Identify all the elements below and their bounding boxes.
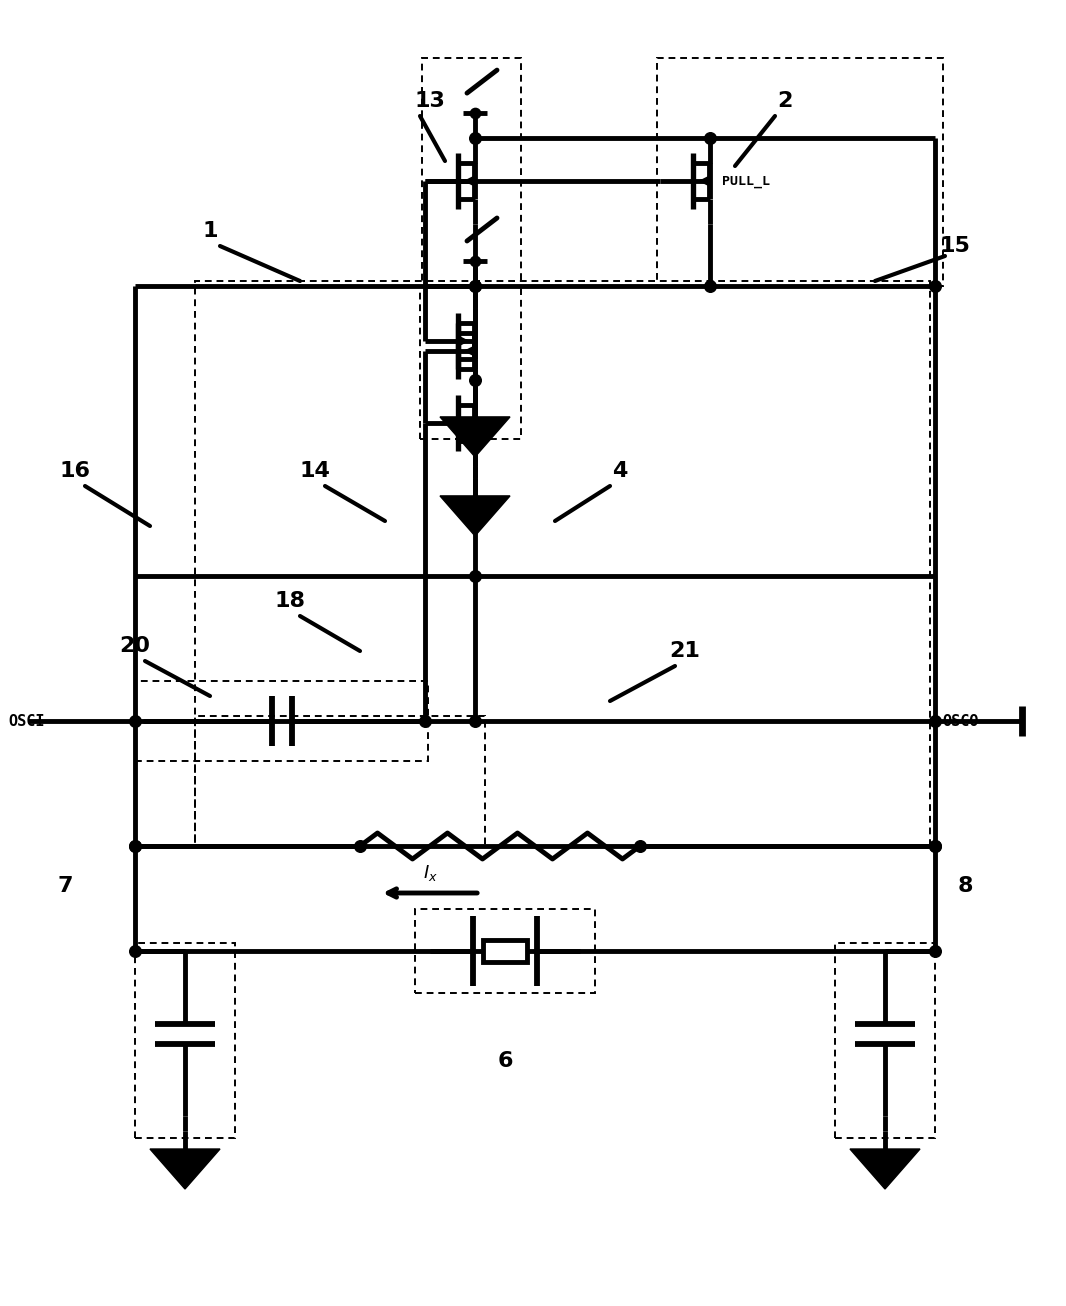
Bar <box>658 57 943 286</box>
Point <box>127 940 144 961</box>
Point <box>127 710 144 731</box>
Bar <box>420 286 521 439</box>
Bar <box>195 716 485 846</box>
Text: $I_x$: $I_x$ <box>422 863 437 883</box>
Point <box>467 276 484 296</box>
Point <box>417 710 434 731</box>
Text: 18: 18 <box>275 592 306 611</box>
Text: 1: 1 <box>203 221 217 242</box>
Point <box>467 565 484 586</box>
Text: OSCO: OSCO <box>942 713 979 729</box>
Text: 15: 15 <box>939 236 970 256</box>
Text: 16: 16 <box>60 461 91 481</box>
Text: OSCI: OSCI <box>9 713 45 729</box>
Point <box>352 836 369 857</box>
Point <box>926 940 943 961</box>
Point <box>467 276 484 296</box>
Point <box>467 103 484 124</box>
Text: 13: 13 <box>415 91 446 111</box>
Point <box>926 276 943 296</box>
Polygon shape <box>850 1149 920 1188</box>
Point <box>127 836 144 857</box>
Bar <box>483 940 527 963</box>
Bar <box>422 57 521 286</box>
Point <box>926 710 943 731</box>
Point <box>926 836 943 857</box>
Bar <box>135 680 429 761</box>
Text: 14: 14 <box>300 461 330 481</box>
Polygon shape <box>440 417 510 457</box>
Point <box>701 276 718 296</box>
Point <box>467 710 484 731</box>
Point <box>127 836 144 857</box>
Polygon shape <box>150 1149 220 1188</box>
Bar <box>415 909 595 993</box>
Text: 6: 6 <box>497 1051 513 1071</box>
Bar <box>195 281 930 846</box>
Point <box>631 836 648 857</box>
Point <box>467 370 484 390</box>
Point <box>467 251 484 272</box>
Bar <box>835 943 935 1138</box>
Text: 8: 8 <box>957 876 973 896</box>
Text: 21: 21 <box>669 641 700 661</box>
Point <box>701 128 718 149</box>
Point <box>926 836 943 857</box>
Text: 2: 2 <box>777 91 793 111</box>
Polygon shape <box>440 496 510 535</box>
Text: PULL_L: PULL_L <box>722 175 770 188</box>
Text: 20: 20 <box>119 636 150 656</box>
Text: 4: 4 <box>612 461 628 481</box>
Text: 7: 7 <box>58 876 72 896</box>
Point <box>467 128 484 149</box>
Bar <box>135 943 235 1138</box>
